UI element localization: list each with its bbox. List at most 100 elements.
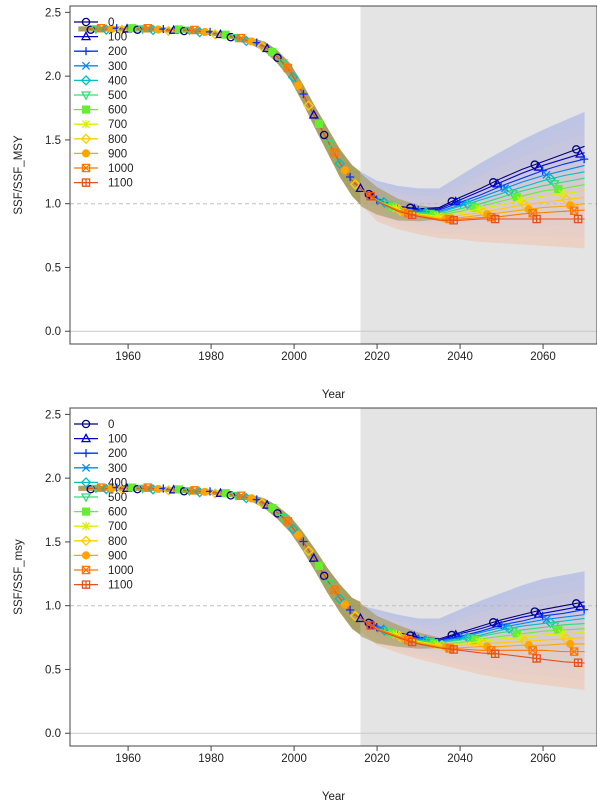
data-marker (174, 485, 184, 494)
y-tick-label: 1.5 (45, 537, 61, 549)
data-marker (560, 194, 572, 205)
legend-marker (81, 551, 91, 560)
legend-marker (81, 565, 91, 575)
legend-marker (80, 133, 92, 145)
legend-marker (81, 419, 91, 429)
data-marker (107, 24, 116, 34)
series-projection-line (360, 618, 585, 664)
data-marker (324, 140, 335, 150)
data-marker (221, 489, 230, 498)
data-marker (221, 30, 230, 39)
data-marker (303, 100, 314, 111)
series-history-line (86, 487, 361, 619)
data-marker (226, 491, 236, 500)
legend-label: 700 (108, 521, 127, 533)
data-marker (308, 109, 319, 119)
y-tick-label: 1.0 (45, 199, 61, 211)
data-marker (268, 47, 277, 57)
data-marker (492, 178, 503, 188)
data-marker (256, 497, 268, 509)
data-marker (294, 531, 303, 540)
legend-label: 600 (108, 507, 127, 519)
legend-marker (81, 47, 91, 56)
data-marker (569, 206, 579, 215)
data-marker (340, 600, 350, 609)
data-marker (174, 25, 184, 34)
projection-band-layer (360, 581, 585, 627)
x-tick-label: 2060 (530, 753, 556, 765)
data-marker (569, 647, 579, 656)
data-marker (143, 483, 153, 492)
data-marker (349, 179, 361, 190)
data-marker (330, 148, 339, 157)
data-marker (252, 38, 261, 47)
legend-marker (81, 61, 91, 70)
series-history-line (86, 487, 361, 619)
legend: 0 100 200 300 400 500 600 700 800 900 1000 1100 (74, 17, 134, 190)
data-marker (128, 24, 137, 33)
data-marker (209, 28, 221, 40)
data-marker (366, 191, 375, 201)
data-marker (190, 25, 199, 35)
legend-marker (80, 433, 92, 443)
legend-marker (80, 75, 92, 86)
data-marker (516, 633, 525, 642)
data-marker (392, 204, 401, 213)
series-history-line (86, 487, 361, 619)
x-tick-label: 2020 (364, 351, 390, 363)
data-marker (268, 504, 277, 513)
x-tick-label: 2020 (364, 753, 390, 765)
data-marker (558, 189, 567, 198)
series-history-line (86, 487, 361, 619)
legend-marker (81, 120, 91, 129)
data-marker (308, 552, 319, 562)
data-marker (355, 612, 366, 623)
data-marker (334, 158, 346, 169)
chart-panel-2: 1960 1980 2000 2020 2040 20600.00.51.01.52.02… (13, 407, 597, 803)
legend: 0 100 200 300 400 500 600 700 800 900 1000 1100 (74, 419, 134, 592)
data-marker (449, 645, 458, 654)
data-marker (475, 204, 484, 214)
series-history-line (86, 487, 361, 619)
projection-band-layer (360, 193, 585, 226)
data-marker (294, 81, 303, 90)
data-marker (252, 495, 261, 504)
data-marker (392, 630, 401, 639)
legend-label: 800 (108, 134, 127, 146)
y-tick-label: 2.0 (45, 71, 61, 83)
data-marker (477, 638, 489, 650)
x-tick-label: 1980 (198, 753, 224, 765)
data-marker (532, 654, 541, 663)
y-axis-title: SSF/SSF_msy (13, 539, 25, 615)
data-marker (407, 210, 417, 220)
data-marker (236, 33, 246, 43)
legend-marker (81, 507, 91, 516)
data-marker (475, 637, 484, 646)
projection-band-layer (360, 626, 585, 680)
legend-marker (80, 91, 92, 101)
data-marker (319, 571, 329, 581)
data-marker (330, 585, 339, 595)
data-marker (573, 658, 583, 667)
legend-label: 700 (108, 119, 127, 131)
data-marker (226, 32, 236, 42)
data-marker (545, 617, 556, 628)
x-tick-label: 2040 (447, 351, 473, 363)
projection-band-layer (360, 571, 585, 623)
data-marker (236, 491, 246, 500)
data-marker (283, 63, 293, 73)
data-marker (566, 639, 575, 649)
legend-label: 900 (108, 148, 127, 160)
data-marker (128, 483, 137, 492)
series-history-line (86, 487, 361, 619)
legend-label: 100 (108, 434, 127, 446)
projection-band-layer (360, 190, 585, 222)
data-marker (247, 37, 256, 46)
data-marker (349, 610, 361, 622)
data-marker (449, 216, 458, 225)
series-history-line (86, 487, 361, 619)
plot-area (70, 23, 597, 332)
legend-label: 600 (108, 105, 127, 117)
legend-label: 300 (108, 463, 127, 475)
projection-band-layer (360, 591, 585, 630)
